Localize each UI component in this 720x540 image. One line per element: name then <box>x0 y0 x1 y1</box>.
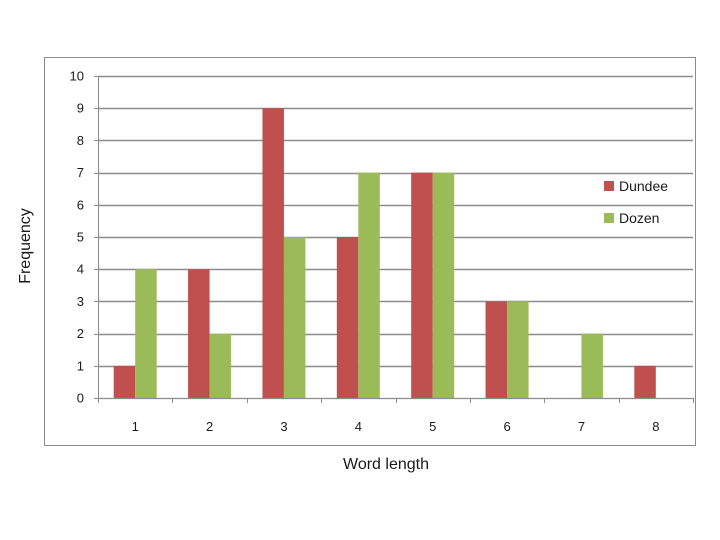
x-tick-label: 7 <box>578 419 585 434</box>
y-tick-label: 3 <box>77 294 84 309</box>
bar-dozen-2 <box>209 333 232 398</box>
axes <box>94 76 694 403</box>
legend-label-dozen: Dozen <box>619 210 659 226</box>
x-tick-labels: 1 2 3 4 5 6 7 8 <box>132 419 660 434</box>
x-tick-label: 3 <box>280 419 287 434</box>
y-tick-label: 6 <box>77 197 84 212</box>
bar-dundee-1 <box>113 365 136 398</box>
y-tick-label: 8 <box>77 133 84 148</box>
bar-dundee-3 <box>262 108 284 398</box>
y-tick-label: 4 <box>77 262 84 277</box>
y-tick-labels: 0 1 2 3 4 5 6 7 8 9 10 <box>70 69 84 406</box>
legend: Dundee Dozen <box>604 178 668 226</box>
bar-dundee-4 <box>336 237 359 398</box>
bar-dozen-7 <box>581 333 603 398</box>
bar-dundee-2 <box>188 269 210 398</box>
y-tick-label: 9 <box>77 101 84 116</box>
legend-label-dundee: Dundee <box>619 178 668 194</box>
bar-dozen-6 <box>507 301 529 398</box>
bars <box>113 108 656 398</box>
legend-swatch-dozen <box>604 213 614 223</box>
x-tick-label: 8 <box>652 419 659 434</box>
x-tick-label: 6 <box>503 419 510 434</box>
y-tick-label: 5 <box>77 230 84 245</box>
bar-dozen-3 <box>283 237 306 398</box>
x-tick-label: 1 <box>132 419 139 434</box>
x-tick-label: 5 <box>429 419 436 434</box>
bar-dozen-4 <box>358 172 380 398</box>
y-tick-label: 1 <box>77 358 84 373</box>
y-tick-label: 10 <box>70 69 84 84</box>
x-tick-label: 4 <box>355 419 362 434</box>
y-tick-label: 0 <box>77 391 84 406</box>
bar-dozen-1 <box>135 269 157 398</box>
x-axis-title: Word length <box>343 456 429 473</box>
x-tick-label: 2 <box>206 419 213 434</box>
y-axis-title: Frequency <box>17 208 34 284</box>
bar-dundee-6 <box>485 301 508 398</box>
bar-dozen-5 <box>432 172 455 398</box>
bar-dundee-5 <box>411 172 433 398</box>
bar-dundee-8 <box>634 365 656 398</box>
y-tick-label: 2 <box>77 326 84 341</box>
y-tick-label: 7 <box>77 165 84 180</box>
legend-swatch-dundee <box>604 181 614 191</box>
